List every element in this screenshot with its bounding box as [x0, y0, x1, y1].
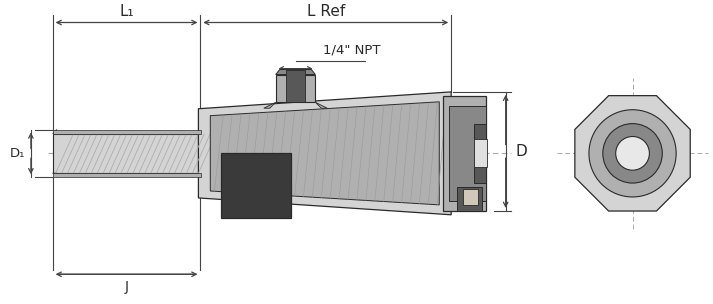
Polygon shape	[315, 102, 327, 108]
Circle shape	[589, 110, 676, 197]
Polygon shape	[474, 124, 486, 183]
Text: J: J	[125, 280, 128, 294]
Text: L₁: L₁	[119, 4, 134, 19]
Circle shape	[602, 124, 662, 183]
Polygon shape	[276, 70, 315, 74]
Circle shape	[616, 136, 650, 170]
Polygon shape	[53, 130, 201, 133]
Polygon shape	[53, 130, 56, 133]
Text: 1/4" NPT: 1/4" NPT	[323, 44, 381, 57]
Text: L Ref: L Ref	[307, 4, 345, 19]
Polygon shape	[286, 70, 305, 102]
Polygon shape	[210, 102, 439, 205]
Polygon shape	[443, 96, 486, 211]
Polygon shape	[221, 153, 291, 218]
Polygon shape	[198, 92, 451, 215]
Polygon shape	[53, 133, 201, 173]
Polygon shape	[276, 74, 315, 102]
Text: D₁: D₁	[9, 147, 25, 160]
Polygon shape	[53, 173, 56, 177]
Text: D: D	[515, 144, 528, 159]
Polygon shape	[575, 96, 690, 211]
Polygon shape	[449, 106, 486, 201]
Polygon shape	[457, 187, 482, 211]
Polygon shape	[474, 140, 487, 167]
Polygon shape	[53, 173, 201, 177]
Polygon shape	[463, 189, 478, 205]
Polygon shape	[264, 102, 276, 108]
